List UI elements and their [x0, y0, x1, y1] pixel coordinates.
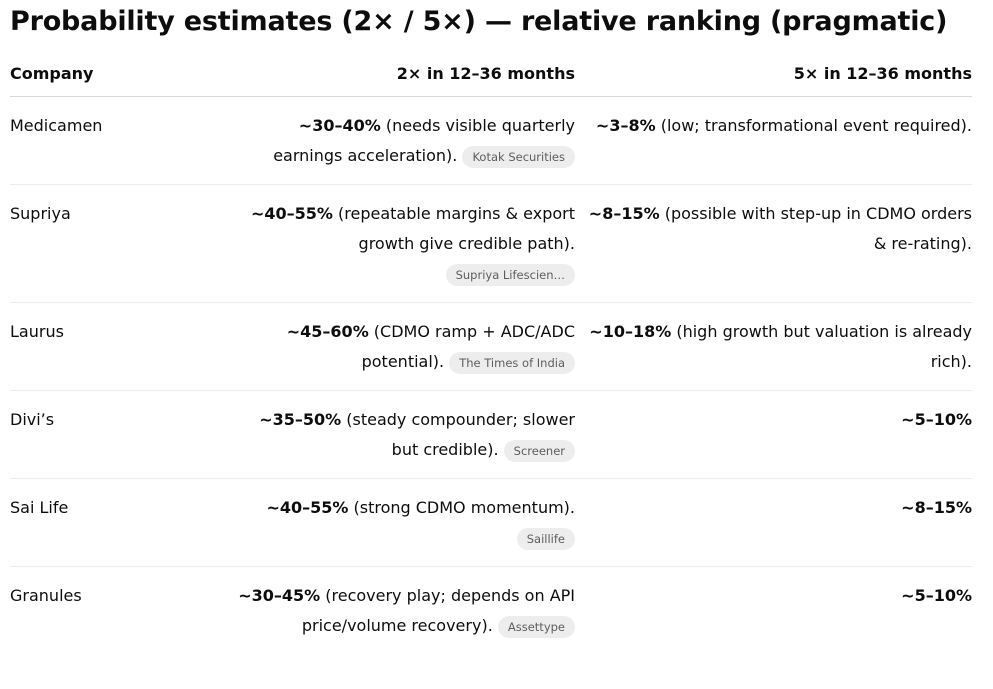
estimate-5x-cell: ~5–10%: [575, 390, 972, 479]
estimate-2x-range: ~40–55%: [266, 498, 349, 517]
estimate-2x-note: (steady compounder; slower but credible)…: [341, 410, 575, 459]
column-header-company: Company: [10, 64, 230, 97]
page-title: Probability estimates (2× / 5×) — relati…: [10, 6, 948, 37]
estimate-5x-range: ~10–18%: [589, 322, 672, 341]
estimate-2x-range: ~35–50%: [259, 410, 342, 429]
estimate-2x-cell: ~40–55% (strong CDMO momentum). Saillife: [230, 478, 575, 567]
estimate-2x-note: (repeatable margins & export growth give…: [332, 204, 575, 253]
estimate-5x-range: ~8–15%: [901, 498, 972, 517]
estimate-5x-range: ~3–8%: [595, 116, 656, 135]
estimate-2x-range: ~45–60%: [286, 322, 369, 341]
estimate-2x-range: ~40–55%: [250, 204, 333, 223]
estimate-5x-cell: ~10–18% (high growth but valuation is al…: [575, 302, 972, 391]
estimate-5x-range: ~8–15%: [588, 204, 660, 223]
estimate-2x-cell: ~45–60% (CDMO ramp + ADC/ADC potential).…: [230, 302, 575, 391]
company-cell: Medicamen: [10, 96, 230, 185]
column-header-2x: 2× in 12–36 months: [230, 64, 575, 97]
table-row-sai-life: Sai Life ~40–55% (strong CDMO momentum).…: [10, 478, 972, 567]
estimate-5x-cell: ~8–15%: [575, 478, 972, 567]
estimate-5x-note: (possible with step-up in CDMO orders & …: [659, 204, 972, 253]
estimate-2x-note: (recovery play; depends on API price/vol…: [301, 586, 575, 635]
estimate-5x-note: (high growth but valuation is already ri…: [671, 322, 972, 371]
estimate-5x-cell: ~3–8% (low; transformational event requi…: [575, 96, 972, 185]
table-header-row: Company 2× in 12–36 months 5× in 12–36 m…: [10, 64, 972, 97]
company-cell: Supriya: [10, 184, 230, 303]
citation-pill-supriya-lifescience[interactable]: Supriya Lifescien…: [445, 263, 575, 286]
company-cell: Sai Life: [10, 478, 230, 567]
estimate-2x-note: (needs visible quarterly earnings accele…: [273, 116, 575, 165]
table-row-divis: Divi’s ~35–50% (steady compounder; slowe…: [10, 390, 972, 479]
estimate-2x-cell: ~40–55% (repeatable margins & export gro…: [230, 184, 575, 303]
estimate-2x-cell: ~30–45% (recovery play; depends on API p…: [230, 567, 575, 655]
probability-table: Company 2× in 12–36 months 5× in 12–36 m…: [10, 64, 972, 654]
estimate-2x-cell: ~35–50% (steady compounder; slower but c…: [230, 390, 575, 479]
table-header: Company 2× in 12–36 months 5× in 12–36 m…: [10, 64, 972, 97]
citation-pill-screener[interactable]: Screener: [503, 439, 575, 462]
table-row-granules: Granules ~30–45% (recovery play; depends…: [10, 567, 972, 655]
estimate-5x-note: (low; transformational event required).: [655, 116, 972, 135]
company-cell: Divi’s: [10, 390, 230, 479]
estimate-2x-note: (strong CDMO momentum).: [348, 498, 575, 517]
estimate-5x-cell: ~5–10%: [575, 567, 972, 655]
table-row-medicamen: Medicamen ~30–40% (needs visible quarter…: [10, 96, 972, 185]
estimate-2x-range: ~30–40%: [298, 116, 381, 135]
citation-pill-kotak-securities[interactable]: Kotak Securities: [462, 145, 575, 168]
estimate-5x-range: ~5–10%: [901, 410, 972, 429]
estimate-2x-range: ~30–45%: [238, 586, 321, 605]
citation-pill-assettype[interactable]: Assettype: [497, 615, 575, 638]
estimate-2x-cell: ~30–40% (needs visible quarterly earning…: [230, 96, 575, 185]
column-header-5x: 5× in 12–36 months: [575, 64, 972, 97]
company-cell: Granules: [10, 586, 82, 605]
table-row-supriya: Supriya ~40–55% (repeatable margins & ex…: [10, 184, 972, 303]
estimate-5x-range: ~5–10%: [901, 586, 972, 605]
estimate-2x-note: (CDMO ramp + ADC/ADC potential).: [361, 322, 575, 371]
citation-pill-times-of-india[interactable]: The Times of India: [449, 351, 575, 374]
table-row-laurus: Laurus ~45–60% (CDMO ramp + ADC/ADC pote…: [10, 302, 972, 391]
company-cell: Laurus: [10, 302, 230, 391]
citation-pill-saillife[interactable]: Saillife: [516, 527, 575, 550]
estimate-5x-cell: ~8–15% (possible with step-up in CDMO or…: [575, 184, 972, 303]
